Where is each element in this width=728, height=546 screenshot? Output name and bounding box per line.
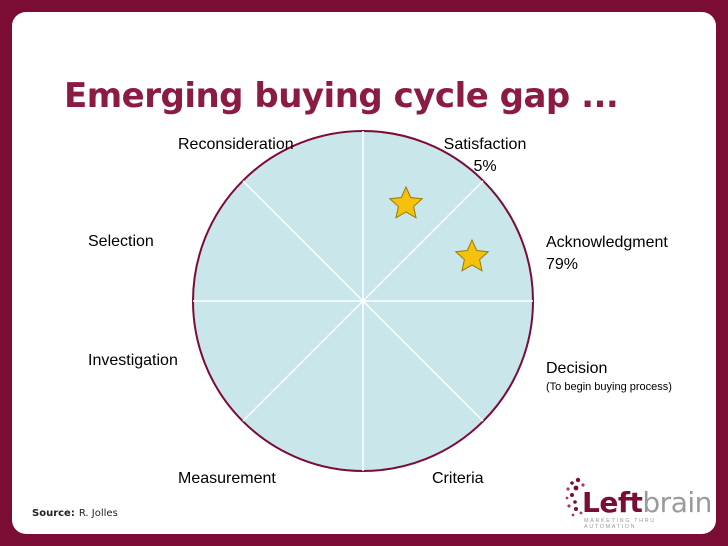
logo-dot [575,477,581,483]
logo-dot [570,481,574,485]
leftbrain-logo: Leftbrain MARKETING THRU AUTOMATION [564,474,712,530]
criteria-label: Criteria [432,470,484,487]
satisfaction-label: Satisfaction 5% [432,134,538,178]
logo-word-left: Left [582,486,643,519]
logo-dot [574,507,578,511]
source-note: Source: R. Jolles [32,508,118,519]
satisfaction-text: Satisfaction [443,136,527,153]
decision-note: (To begin buying process) [546,381,672,393]
decision-text: Decision [546,360,608,377]
decision-label: Decision (To begin buying process) [546,358,672,394]
source-label: Source: [32,508,75,519]
logo-dot [570,493,574,497]
logo-dot [573,485,579,491]
acknowledgment-text: Acknowledgment [546,234,668,251]
star-icon [454,238,490,272]
logo-dot [567,504,571,508]
slide-title: Emerging buying cycle gap ... [64,76,619,116]
selection-label: Selection [88,233,154,250]
reconsideration-label: Reconsideration [178,136,294,153]
satisfaction-percent: 5% [473,158,497,175]
logo-dot [571,513,575,517]
investigation-label: Investigation [88,352,178,369]
logo-word-right: brain [642,486,712,519]
logo-tagline: MARKETING THRU AUTOMATION [584,518,656,530]
slide: Emerging buying cycle gap ... Reconsider… [12,12,716,534]
logo-wordmark: Leftbrain [582,488,712,518]
logo-dots-icon [565,477,585,517]
acknowledgment-percent: 79% [546,256,579,273]
logo-dot [566,487,570,491]
logo-dot [573,500,577,504]
segment-dividers [193,131,533,471]
buying-cycle-wheel [192,130,534,472]
logo-dot [565,496,569,500]
divider-diagonal-2 [242,180,484,422]
acknowledgment-label: Acknowledgment 79% [546,232,668,276]
source-value: R. Jolles [78,508,118,519]
measurement-label: Measurement [178,470,276,487]
star-icon [388,185,424,219]
logo-dot [579,511,583,515]
logo-dot [581,483,585,487]
